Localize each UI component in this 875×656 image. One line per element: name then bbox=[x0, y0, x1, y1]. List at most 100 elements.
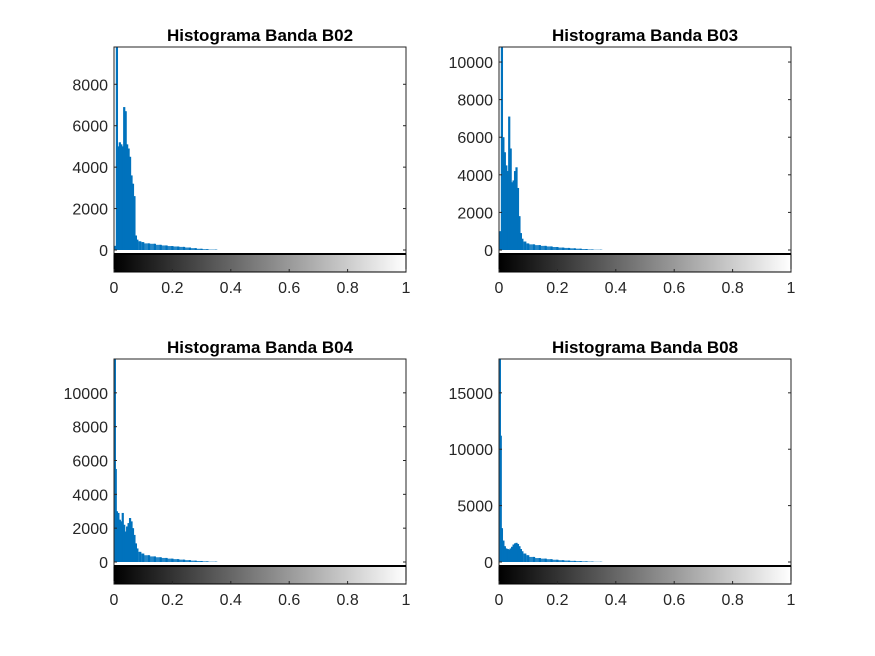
histogram-bar-fill bbox=[201, 561, 208, 562]
x-tick-label: 0.6 bbox=[663, 280, 685, 297]
histogram-bar-fill bbox=[195, 248, 202, 250]
histogram-bar-fill bbox=[580, 561, 587, 562]
histogram-bar-fill bbox=[115, 511, 117, 562]
histogram-bar-fill bbox=[132, 534, 135, 562]
histogram-bar-fill bbox=[516, 543, 518, 562]
grayscale-colorbar bbox=[113, 253, 407, 273]
histogram-bar-fill bbox=[510, 548, 513, 562]
histogram-bar-fill bbox=[557, 247, 564, 250]
histogram-panel-3: Histograma Banda B0402000400060008000100… bbox=[64, 338, 411, 609]
chart-title: Histograma Banda B03 bbox=[552, 26, 738, 45]
plot-area bbox=[499, 359, 791, 584]
histogram-bar-fill bbox=[121, 521, 123, 562]
x-tick-label: 0.2 bbox=[546, 592, 568, 609]
histogram-bar-fill bbox=[509, 148, 511, 250]
histogram-bar-fill bbox=[500, 528, 502, 562]
histogram-bar-fill bbox=[501, 137, 504, 250]
histogram-bar-fill bbox=[509, 549, 511, 562]
histogram-bar-fill bbox=[137, 551, 141, 562]
histogram-bar-fill bbox=[124, 111, 126, 250]
histogram-bar-fill bbox=[513, 544, 516, 562]
y-tick-label: 4000 bbox=[72, 487, 108, 504]
chart-title: Histograma Banda B08 bbox=[552, 338, 738, 357]
histogram-bar-fill bbox=[118, 519, 120, 562]
histogram-bar-fill bbox=[517, 216, 520, 250]
histogram-bar-fill bbox=[516, 187, 518, 250]
histogram-bar-fill bbox=[507, 171, 510, 250]
x-tick-label: 0.6 bbox=[663, 592, 685, 609]
histogram-bar-fill bbox=[130, 521, 132, 562]
histogram-bar-fill bbox=[125, 144, 128, 250]
histogram-bar-fill bbox=[525, 555, 529, 562]
histogram-bar-fill bbox=[143, 243, 150, 250]
x-tick-label: 0.4 bbox=[220, 592, 242, 609]
y-tick-label: 2000 bbox=[72, 521, 108, 538]
y-tick-label: 0 bbox=[99, 243, 108, 260]
histogram-bar-fill bbox=[172, 246, 179, 250]
x-tick-label: 0.8 bbox=[336, 280, 358, 297]
y-tick-label: 6000 bbox=[72, 119, 108, 136]
x-tick-label: 1 bbox=[787, 592, 796, 609]
x-tick-label: 0.6 bbox=[278, 280, 300, 297]
histogram-bar-fill bbox=[135, 239, 138, 250]
histogram-bar-fill bbox=[512, 546, 514, 562]
histogram-bar-fill bbox=[574, 248, 581, 250]
histogram-bar-fill bbox=[539, 558, 546, 562]
histogram-bar-fill bbox=[515, 171, 517, 250]
x-tick-label: 0 bbox=[495, 592, 504, 609]
histogram-bar-fill bbox=[189, 248, 196, 250]
histogram-bar-fill bbox=[149, 243, 155, 250]
histogram-bar-fill bbox=[115, 245, 117, 250]
histogram-bar-fill bbox=[503, 152, 505, 250]
histogram-bar-fill bbox=[130, 175, 132, 250]
histogram-bar-fill bbox=[563, 560, 570, 562]
histogram-bar-fill bbox=[125, 531, 128, 562]
x-tick-label: 1 bbox=[787, 280, 796, 297]
histogram-bar-fill bbox=[500, 231, 502, 250]
histogram-bar-fill bbox=[134, 235, 136, 250]
histogram-bar-fill bbox=[534, 558, 540, 562]
histogram-bar-fill bbox=[122, 146, 125, 250]
chart-title: Histograma Banda B04 bbox=[167, 338, 354, 357]
y-tick-label: 5000 bbox=[457, 499, 493, 516]
y-tick-label: 6000 bbox=[457, 130, 493, 147]
x-tick-label: 0.2 bbox=[546, 280, 568, 297]
histogram-bar-fill bbox=[137, 241, 141, 250]
histogram-bar-fill bbox=[519, 233, 521, 250]
y-tick-label: 8000 bbox=[457, 93, 493, 110]
histogram-bar-fill bbox=[499, 435, 501, 562]
histogram-bar-fill bbox=[557, 560, 564, 562]
histogram-bar-fill bbox=[551, 246, 558, 250]
histogram-bar-fill bbox=[515, 543, 517, 562]
histogram-bar-fill bbox=[504, 165, 507, 250]
histogram-bar-fill bbox=[513, 180, 516, 250]
x-tick-label: 1 bbox=[402, 280, 411, 297]
histogram-bar-fill bbox=[184, 560, 190, 562]
histogram-bar-fill bbox=[154, 557, 161, 562]
chart-title: Histograma Banda B02 bbox=[167, 26, 353, 45]
x-tick-label: 0.4 bbox=[220, 280, 242, 297]
x-tick-label: 0.4 bbox=[605, 280, 627, 297]
histogram-bar-fill bbox=[149, 556, 155, 562]
y-tick-label: 8000 bbox=[72, 77, 108, 94]
y-tick-label: 2000 bbox=[457, 205, 493, 222]
histogram-bar-fill bbox=[586, 249, 593, 250]
histogram-bar-fill bbox=[520, 551, 523, 562]
histogram-panel-4: Histograma Banda B08 0 5000 10000 15000 0 0.2 0… bbox=[449, 338, 796, 609]
histogram-bar-fill bbox=[501, 540, 504, 562]
histogram-bar-fill bbox=[118, 146, 120, 250]
histogram-bar-fill bbox=[525, 243, 529, 250]
histogram-bar-fill bbox=[140, 242, 144, 250]
y-tick-label: 10000 bbox=[449, 55, 494, 72]
histogram-bar-fill bbox=[195, 560, 202, 562]
histogram-bar-fill bbox=[166, 558, 173, 562]
histogram-bar-fill bbox=[134, 543, 136, 562]
histogram-bar-fill bbox=[128, 523, 131, 562]
histogram-bar-fill bbox=[569, 248, 575, 250]
histogram-bar-fill bbox=[506, 171, 508, 250]
histogram-bar-fill bbox=[519, 549, 521, 562]
y-tick-label: 4000 bbox=[72, 160, 108, 177]
histogram-bar-fill bbox=[522, 553, 526, 562]
y-tick-label: 0 bbox=[484, 555, 493, 572]
x-tick-label: 0 bbox=[110, 280, 119, 297]
